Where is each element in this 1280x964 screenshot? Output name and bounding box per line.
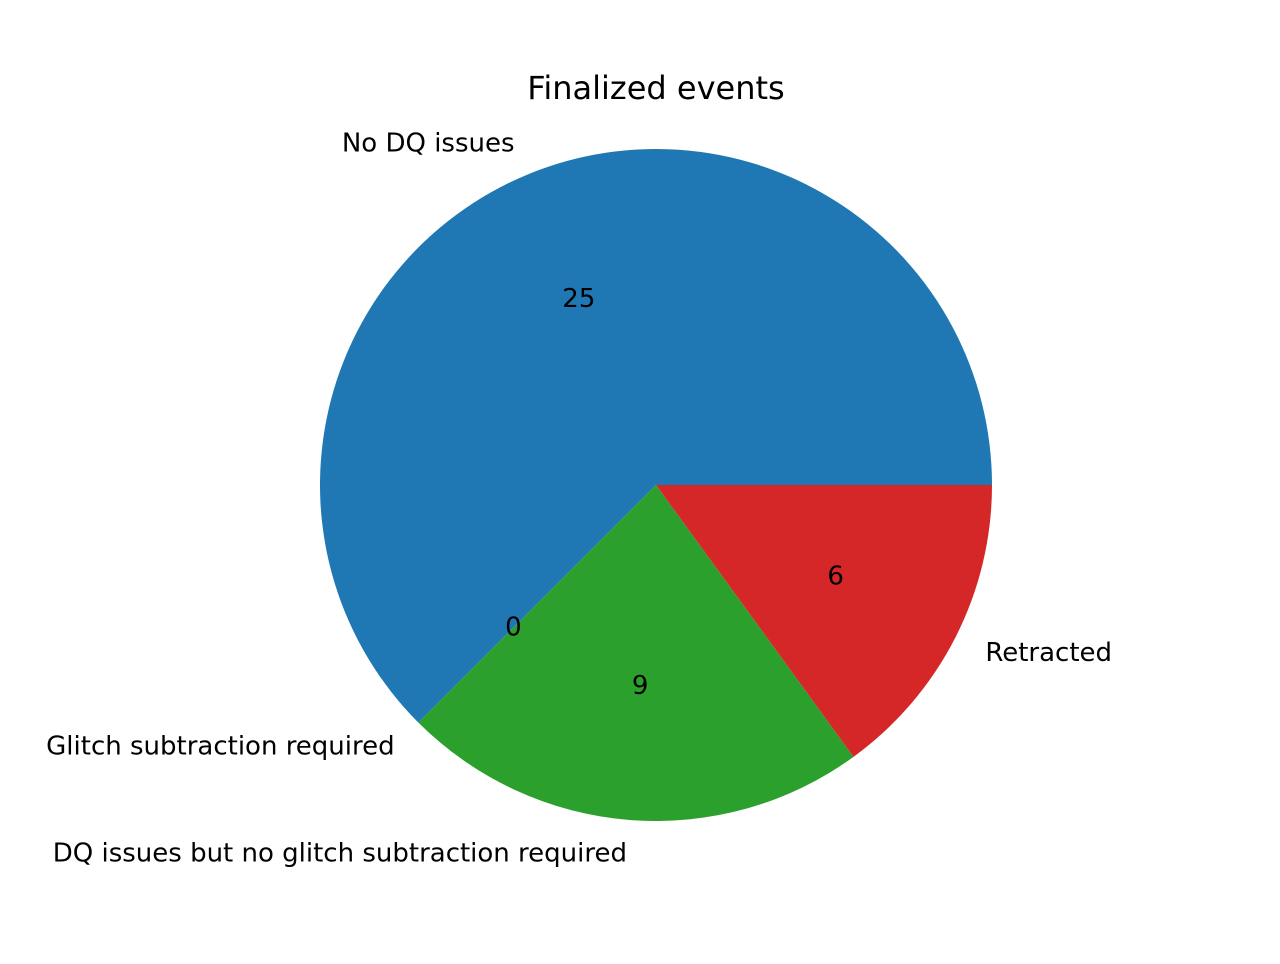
pie-slice-no-dq-issues <box>320 149 992 723</box>
slice-value-dq-issues-but-no-glitch-subtraction-required: 9 <box>632 671 649 701</box>
slice-label-retracted: Retracted <box>985 638 1112 668</box>
slice-value-no-dq-issues: 25 <box>562 284 595 314</box>
slice-label-dq-issues-but-no-glitch-subtraction-required: DQ issues but no glitch subtraction requ… <box>53 838 627 868</box>
slice-value-retracted: 6 <box>827 562 844 592</box>
pie-slices <box>320 149 992 822</box>
pie-labels: No DQ issues 25 Glitch subtraction require… <box>46 129 1112 869</box>
slice-value-glitch-subtraction-required: 0 <box>505 613 522 643</box>
pie-slice-dq-issues-but-no-glitch-subtraction-required <box>418 485 854 822</box>
pie-slice-retracted <box>656 485 992 757</box>
slice-label-glitch-subtraction-required: Glitch subtraction required <box>46 731 394 761</box>
slice-label-no-dq-issues: No DQ issues <box>342 129 515 159</box>
chart-title: Finalized events <box>527 69 784 107</box>
